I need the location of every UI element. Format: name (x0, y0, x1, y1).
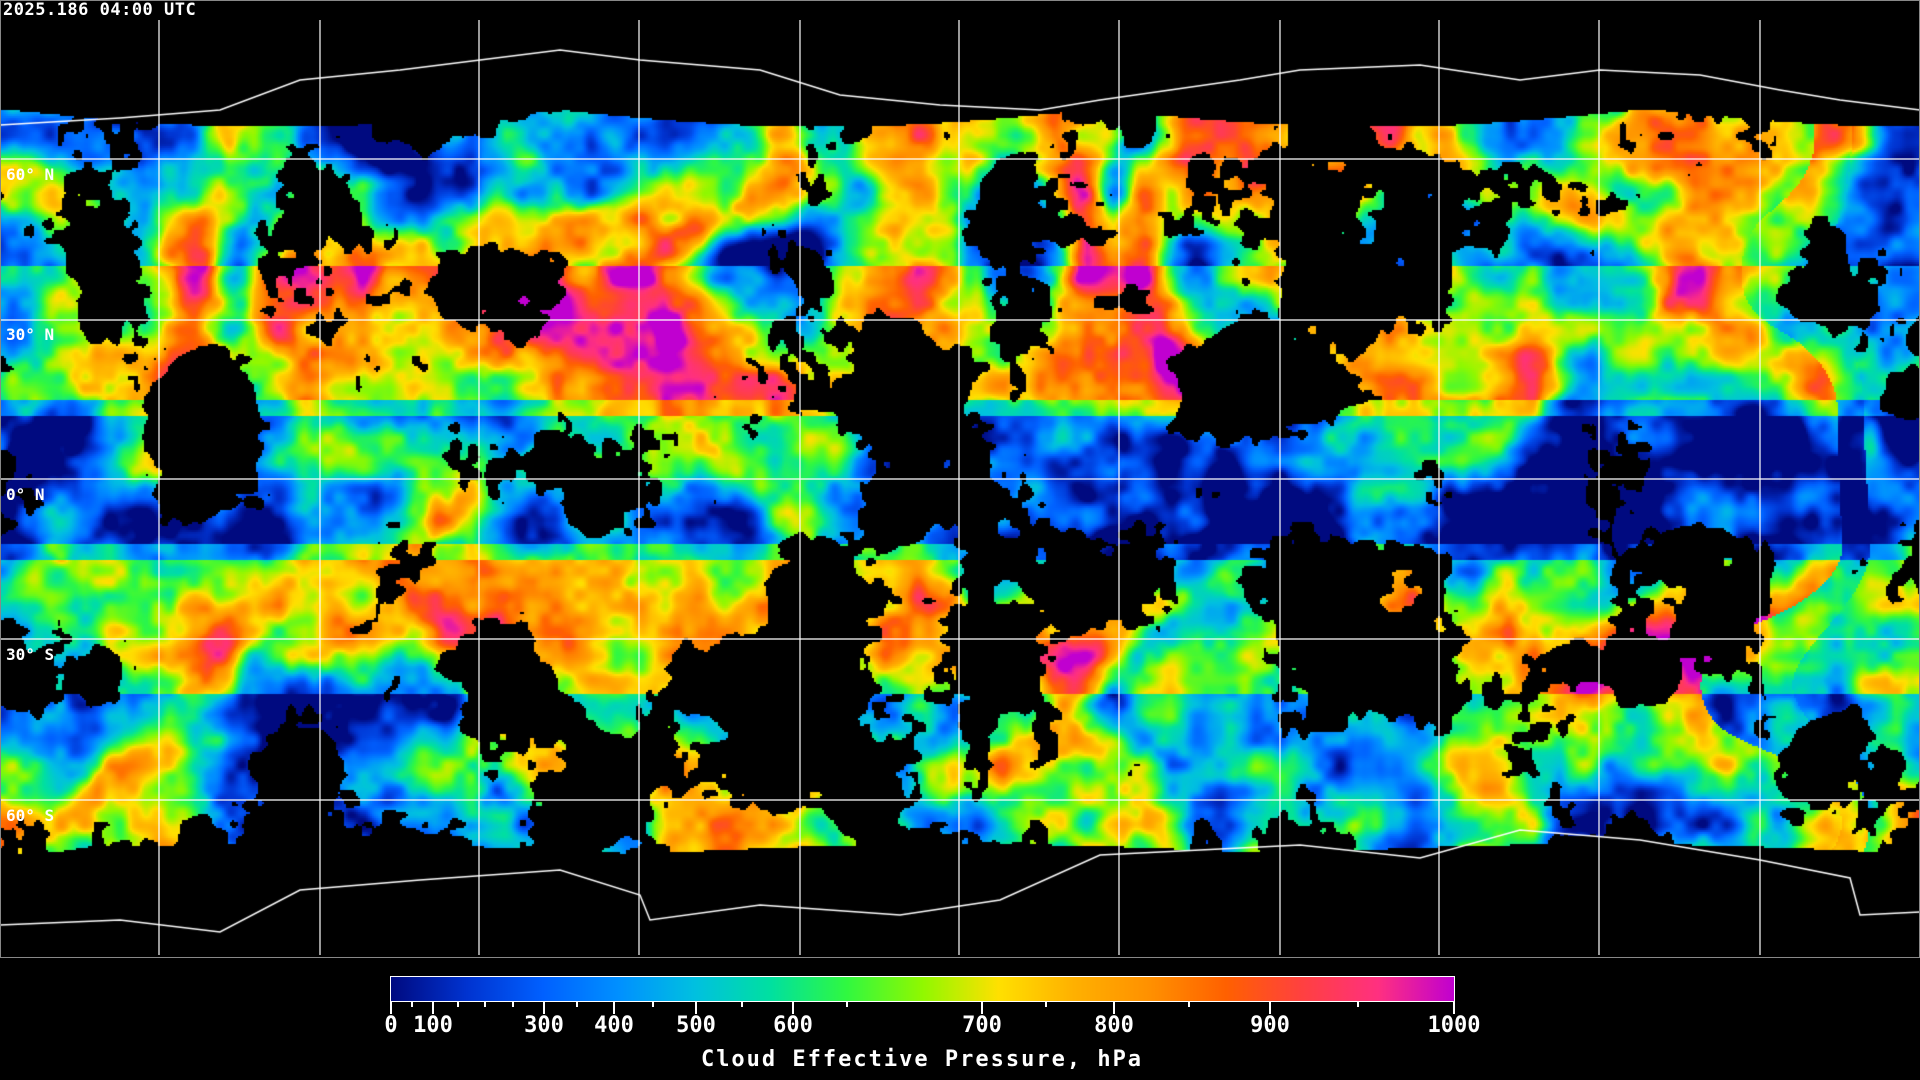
colorbar-title: Cloud Effective Pressure, hPa (700, 1047, 1144, 1072)
colorbar-tick-label: 1000 (1427, 1013, 1481, 1038)
lat-label-30n: 30° N (6, 325, 55, 344)
lat-label-30s: 30° S (6, 645, 55, 664)
timestamp-title: 2025.186 04:00 UTC (3, 0, 197, 20)
colorbar-tick-label: 700 (962, 1013, 1002, 1038)
colorbar-tick-label: 800 (1094, 1013, 1134, 1038)
lat-lon-grid (0, 0, 1920, 958)
cloud-pressure-map: 2025.186 04:00 UTC 60° N 30° N 0° N 30° … (0, 0, 1920, 958)
colorbar-tick-label: 300 (524, 1013, 564, 1038)
colorbar (390, 976, 1455, 1002)
colorbar-tick-label: 0 (384, 1013, 398, 1038)
lat-label-60n: 60° N (6, 165, 55, 184)
colorbar-tick-label: 500 (676, 1013, 716, 1038)
lat-label-0n: 0° N (6, 485, 45, 504)
colorbar-tick-label: 400 (594, 1013, 634, 1038)
colorbar-tick-label: 600 (773, 1013, 813, 1038)
colorbar-ticks (390, 1002, 1455, 1014)
colorbar-tick-label: 100 (413, 1013, 453, 1038)
lat-label-60s: 60° S (6, 806, 55, 825)
colorbar-tick-label: 900 (1250, 1013, 1290, 1038)
